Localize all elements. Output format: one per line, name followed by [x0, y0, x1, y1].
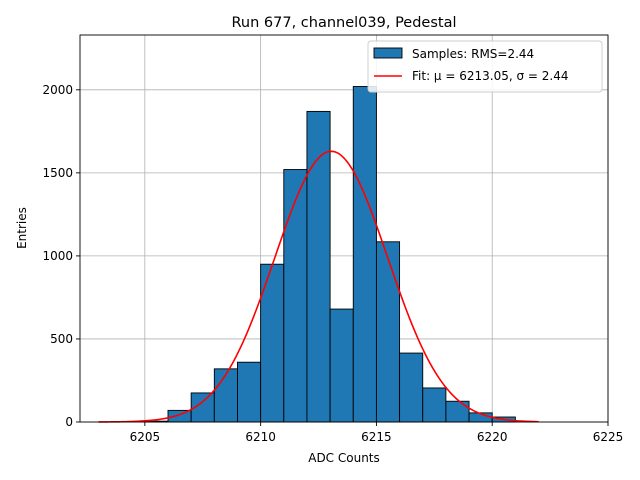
histogram-bar-10	[375, 241, 401, 423]
y-tick-label-0: 0	[65, 415, 73, 429]
legend-box	[367, 40, 603, 93]
x-tick-label-1: 6210	[245, 430, 276, 444]
histogram-bar-8	[329, 308, 354, 423]
y-axis-ticks: 0 500 1000 1500 2000	[42, 83, 80, 429]
y-tick-label-2: 1000	[42, 249, 73, 263]
histogram-bar-6	[283, 169, 308, 423]
x-tick-label-3: 6220	[477, 430, 508, 444]
y-tick-label-4: 2000	[42, 83, 73, 97]
x-tick-label-2: 6215	[361, 430, 392, 444]
x-tick-label-0: 6205	[130, 430, 161, 444]
legend-label-fit: Fit: μ = 6213.05, σ = 2.44	[412, 69, 569, 83]
fit-curve	[98, 150, 539, 423]
x-tick-label-4: 6225	[593, 430, 624, 444]
y-axis-label: Entries	[15, 207, 29, 249]
legend-label-samples: Samples: RMS=2.44	[412, 47, 534, 61]
chart-title: Run 677, channel039, Pedestal	[231, 15, 456, 31]
histogram-bar-9	[352, 86, 377, 423]
plot-frame	[79, 34, 609, 423]
y-tick-label-1: 500	[50, 332, 73, 346]
histogram-bar-12	[422, 387, 447, 423]
legend-swatch-samples	[373, 47, 403, 59]
legend: Samples: RMS=2.44 Fit: μ = 6213.05, σ = …	[367, 40, 603, 93]
histogram-bars	[144, 86, 516, 423]
x-axis-ticks: 6205 6210 6215 6220 6225	[130, 422, 624, 444]
histogram-bar-4	[237, 361, 262, 423]
x-axis-label: ADC Counts	[308, 451, 380, 465]
y-tick-label-3: 1500	[42, 166, 73, 180]
histogram-bar-3	[213, 368, 238, 423]
histogram-bar-11	[399, 352, 424, 423]
histogram-bar-13	[445, 400, 470, 423]
